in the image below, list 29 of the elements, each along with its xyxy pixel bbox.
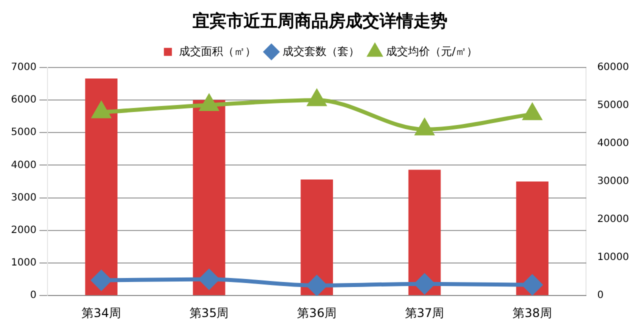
y-tick-label: 1000: [10, 258, 36, 269]
y-tick-label: 2000: [10, 224, 36, 236]
legend-label: 成交均价（元/㎡）: [386, 44, 478, 58]
y2-tick-label: 0: [597, 290, 604, 302]
y2-tick-label: 60000: [597, 62, 629, 73]
y2-tick-label: 20000: [597, 214, 629, 226]
bar: [192, 100, 226, 296]
bar: [516, 182, 548, 296]
y2-tick-label: 30000: [597, 176, 629, 188]
y-tick-label: 6000: [10, 94, 36, 106]
bar: [300, 180, 333, 296]
legend-label: 成交面积（㎡）: [178, 44, 256, 58]
x-tick-label: 第36周: [297, 306, 336, 320]
y-tick-label: 3000: [10, 192, 36, 204]
y-tick-label: 0: [30, 290, 36, 302]
y-tick-label: 5000: [10, 127, 36, 138]
x-tick-label: 第34周: [82, 306, 121, 320]
x-tick-label: 第37周: [404, 306, 444, 320]
y2-tick-label: 10000: [597, 252, 629, 264]
y2-tick-label: 50000: [597, 100, 629, 112]
y-tick-label: 4000: [10, 160, 36, 171]
legend-label: 成交套数（套）: [282, 44, 360, 58]
x-tick-label: 第38周: [512, 306, 552, 320]
bar: [408, 170, 441, 296]
y2-tick-label: 40000: [597, 138, 629, 150]
chart-title: 宜宾市近五周商品房成交详情走势: [192, 12, 448, 32]
y-tick-label: 7000: [10, 62, 36, 73]
bar: [85, 78, 118, 296]
x-tick-label: 第35周: [189, 306, 229, 320]
